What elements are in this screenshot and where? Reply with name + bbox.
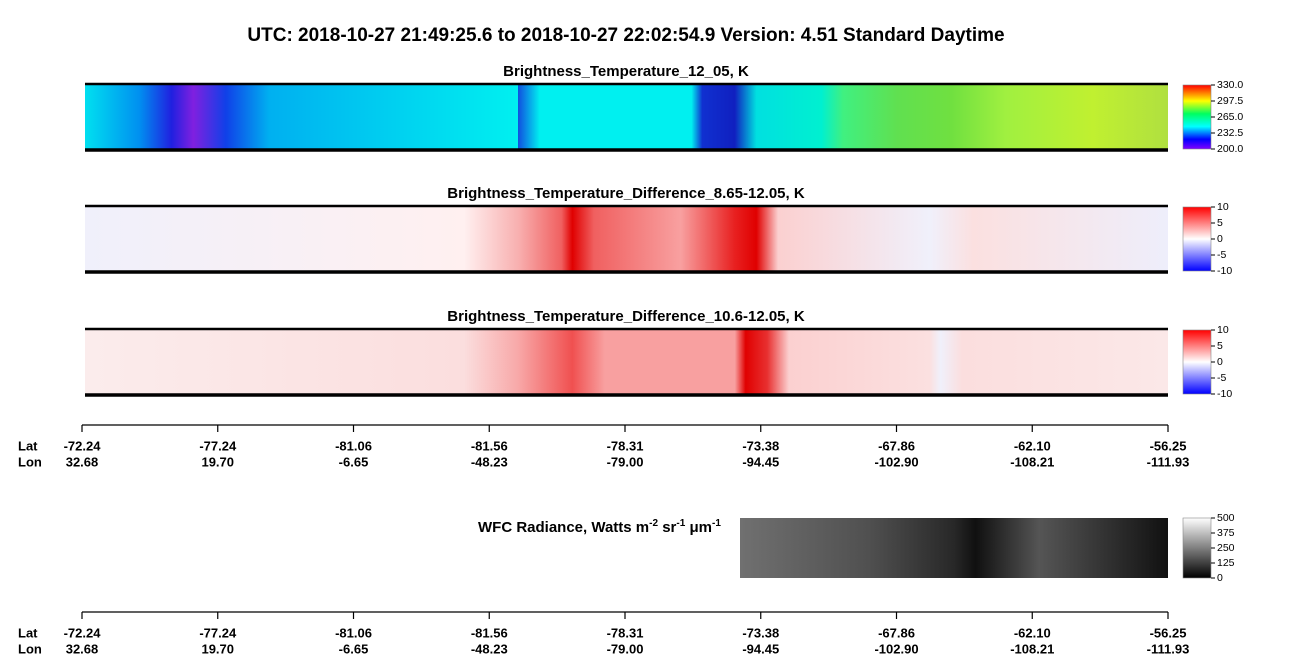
btd-image [85, 207, 1168, 271]
lon-label: -48.23 [471, 641, 508, 656]
lon-label: 19.70 [201, 641, 234, 656]
colorbar [1182, 84, 1212, 150]
title-part: μm [685, 519, 712, 536]
lon-label: 19.70 [201, 454, 234, 469]
colorbar-tick-label: 200.0 [1217, 143, 1243, 155]
colorbar [1182, 206, 1212, 272]
lat-label: -77.24 [199, 438, 237, 453]
lat-label: -67.86 [878, 625, 915, 640]
lon-label: -94.45 [742, 641, 779, 656]
colorbar [1182, 329, 1212, 395]
wfc-title: WFC Radiance, Watts m-2 sr-1 μm-1 [478, 518, 721, 536]
colorbar-tick-label: 5 [1217, 340, 1223, 352]
panel-title: Brightness_Temperature_Difference_10.6-1… [447, 308, 805, 325]
lat-label: -81.06 [335, 625, 372, 640]
row-label: Lat [18, 438, 38, 453]
lon-label: -48.23 [471, 454, 508, 469]
colorbar [1182, 517, 1212, 579]
btd-image [85, 330, 1168, 394]
colorbar-tick-label: -10 [1217, 265, 1232, 277]
colorbar-tick-label: 250 [1217, 542, 1235, 554]
lon-label: -102.90 [874, 454, 918, 469]
colorbar-tick-label: -5 [1217, 249, 1226, 261]
lon-label: -79.00 [607, 641, 644, 656]
panel-title: Brightness_Temperature_Difference_8.65-1… [447, 185, 805, 202]
wfc-image [740, 518, 1168, 578]
lat-label: -62.10 [1014, 438, 1051, 453]
superscript: -2 [649, 518, 658, 529]
superscript: -1 [712, 518, 721, 529]
title-part: sr [658, 519, 677, 536]
lon-label: -6.65 [339, 454, 369, 469]
lat-label: -81.06 [335, 438, 372, 453]
lat-label: -62.10 [1014, 625, 1051, 640]
lat-label: -67.86 [878, 438, 915, 453]
row-label: Lon [18, 641, 42, 656]
lon-label: -111.93 [1147, 641, 1190, 656]
colorbar-tick-label: 265.0 [1217, 111, 1243, 123]
lat-label: -73.38 [742, 438, 779, 453]
lat-label: -72.24 [64, 438, 102, 453]
title-part: WFC Radiance, Watts m [478, 519, 649, 536]
lon-label: -108.21 [1010, 454, 1054, 469]
lon-label: 32.68 [66, 641, 99, 656]
colorbar-tick-label: 5 [1217, 217, 1223, 229]
lat-label: -72.24 [64, 625, 102, 640]
lon-label: -94.45 [742, 454, 779, 469]
lat-label: -78.31 [607, 625, 644, 640]
colorbar-tick-label: 375 [1217, 527, 1235, 539]
lon-label: -111.93 [1147, 454, 1190, 469]
lat-label: -78.31 [607, 438, 644, 453]
lon-label: -6.65 [339, 641, 369, 656]
colorbar-tick-label: 0 [1217, 572, 1223, 584]
colorbar-tick-label: 10 [1217, 201, 1229, 213]
colorbar-tick-label: 0 [1217, 356, 1223, 368]
colorbar-tick-label: 10 [1217, 324, 1229, 336]
lat-label: -81.56 [471, 625, 508, 640]
colorbar-tick-label: 125 [1217, 557, 1235, 569]
colorbar-tick-label: 500 [1217, 512, 1235, 524]
lat-label: -73.38 [742, 625, 779, 640]
lon-label: -102.90 [874, 641, 918, 656]
lat-label: -56.25 [1150, 625, 1187, 640]
lat-label: -56.25 [1150, 438, 1187, 453]
lat-label: -81.56 [471, 438, 508, 453]
panel-title: Brightness_Temperature_12_05, K [503, 63, 749, 80]
lat-label: -77.24 [199, 625, 237, 640]
page-title: UTC: 2018-10-27 21:49:25.6 to 2018-10-27… [247, 25, 1004, 46]
lon-label: -79.00 [607, 454, 644, 469]
colorbar-tick-label: -5 [1217, 372, 1226, 384]
lon-label: -108.21 [1010, 641, 1054, 656]
colorbar-tick-label: 330.0 [1217, 79, 1243, 91]
lon-label: 32.68 [66, 454, 99, 469]
colorbar-tick-label: 0 [1217, 233, 1223, 245]
bt-image [85, 85, 1168, 149]
row-label: Lon [18, 454, 42, 469]
colorbar-tick-label: -10 [1217, 388, 1232, 400]
colorbar-tick-label: 232.5 [1217, 127, 1243, 139]
row-label: Lat [18, 625, 38, 640]
colorbar-tick-label: 297.5 [1217, 95, 1243, 107]
superscript: -1 [676, 518, 685, 529]
